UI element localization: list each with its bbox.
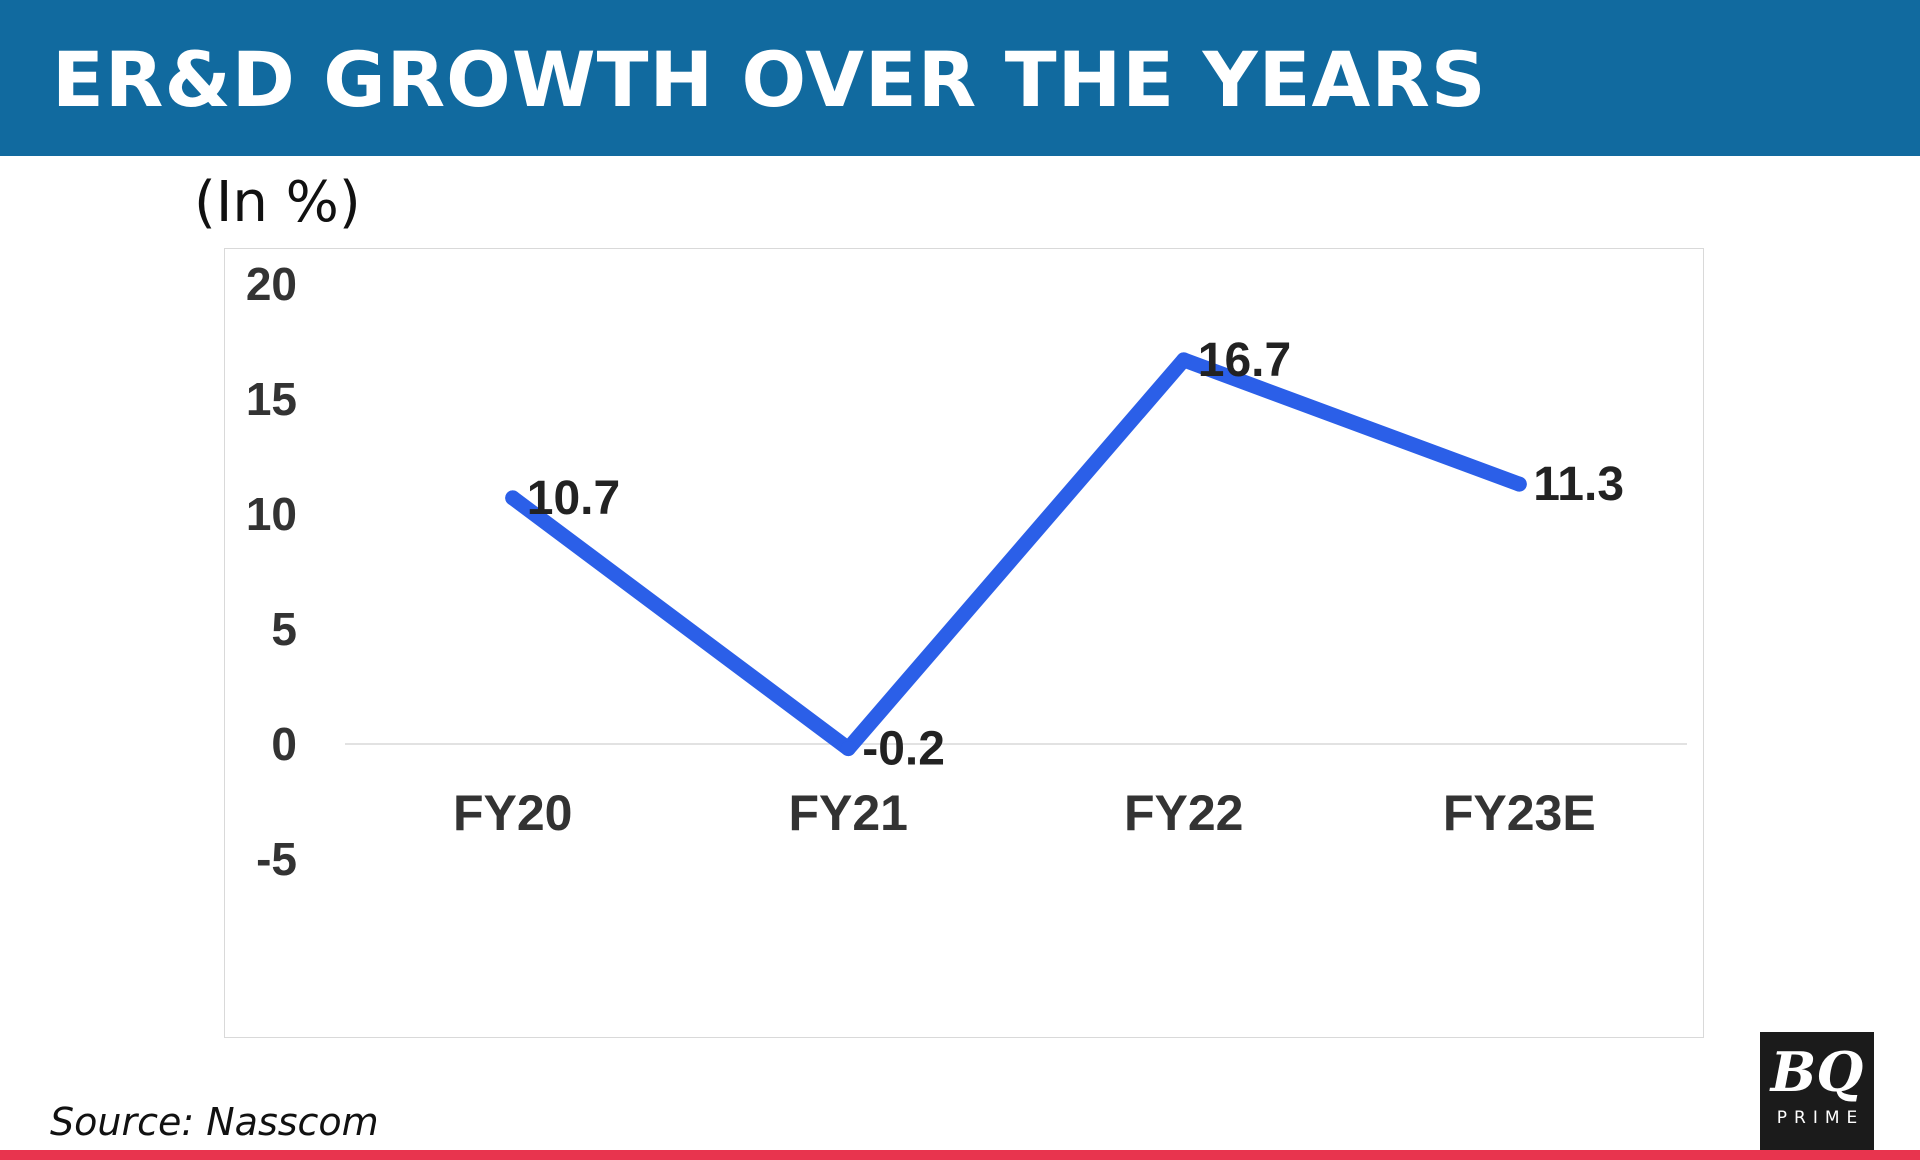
data-label: 10.7 (527, 472, 620, 525)
data-label: 16.7 (1198, 334, 1291, 387)
header-banner: ER&D GROWTH OVER THE YEARS (0, 0, 1920, 156)
logo-subtitle: PRIME (1776, 1108, 1865, 1128)
line-chart: 20 15 10 5 0 -5 FY20 FY21 FY22 FY23E 10.7 -0.2 16.7 1… (246, 258, 1687, 885)
y-tick-label: 15 (246, 373, 297, 425)
x-tick-label: FY22 (1124, 785, 1244, 841)
logo-mark: BQ (1770, 1040, 1864, 1104)
y-tick-label: 5 (271, 603, 297, 655)
y-tick-label: 20 (246, 258, 297, 310)
chart-title: ER&D GROWTH OVER THE YEARS (52, 35, 1487, 124)
x-tick-label: FY21 (788, 785, 908, 841)
data-point (1176, 352, 1192, 368)
bottom-accent-rule (0, 1150, 1920, 1160)
brand-logo: BQ PRIME (1760, 1032, 1874, 1150)
chart-area: 20 15 10 5 0 -5 FY20 FY21 FY22 FY23E 10.7 -0.2 16.7 1… (224, 248, 1704, 1038)
data-label: 11.3 (1533, 458, 1624, 511)
y-tick-label: 0 (271, 718, 297, 770)
source-note: Source: Nasscom (50, 1100, 379, 1144)
data-label: -0.2 (862, 723, 945, 776)
data-point (1511, 476, 1527, 492)
x-tick-label: FY23E (1443, 785, 1596, 841)
series-line (505, 352, 1527, 757)
data-point (505, 490, 521, 506)
unit-label: (In %) (194, 170, 361, 235)
y-tick-label: -5 (256, 833, 297, 885)
x-tick-label: FY20 (453, 785, 573, 841)
y-tick-label: 10 (246, 488, 297, 540)
data-point (840, 741, 856, 757)
